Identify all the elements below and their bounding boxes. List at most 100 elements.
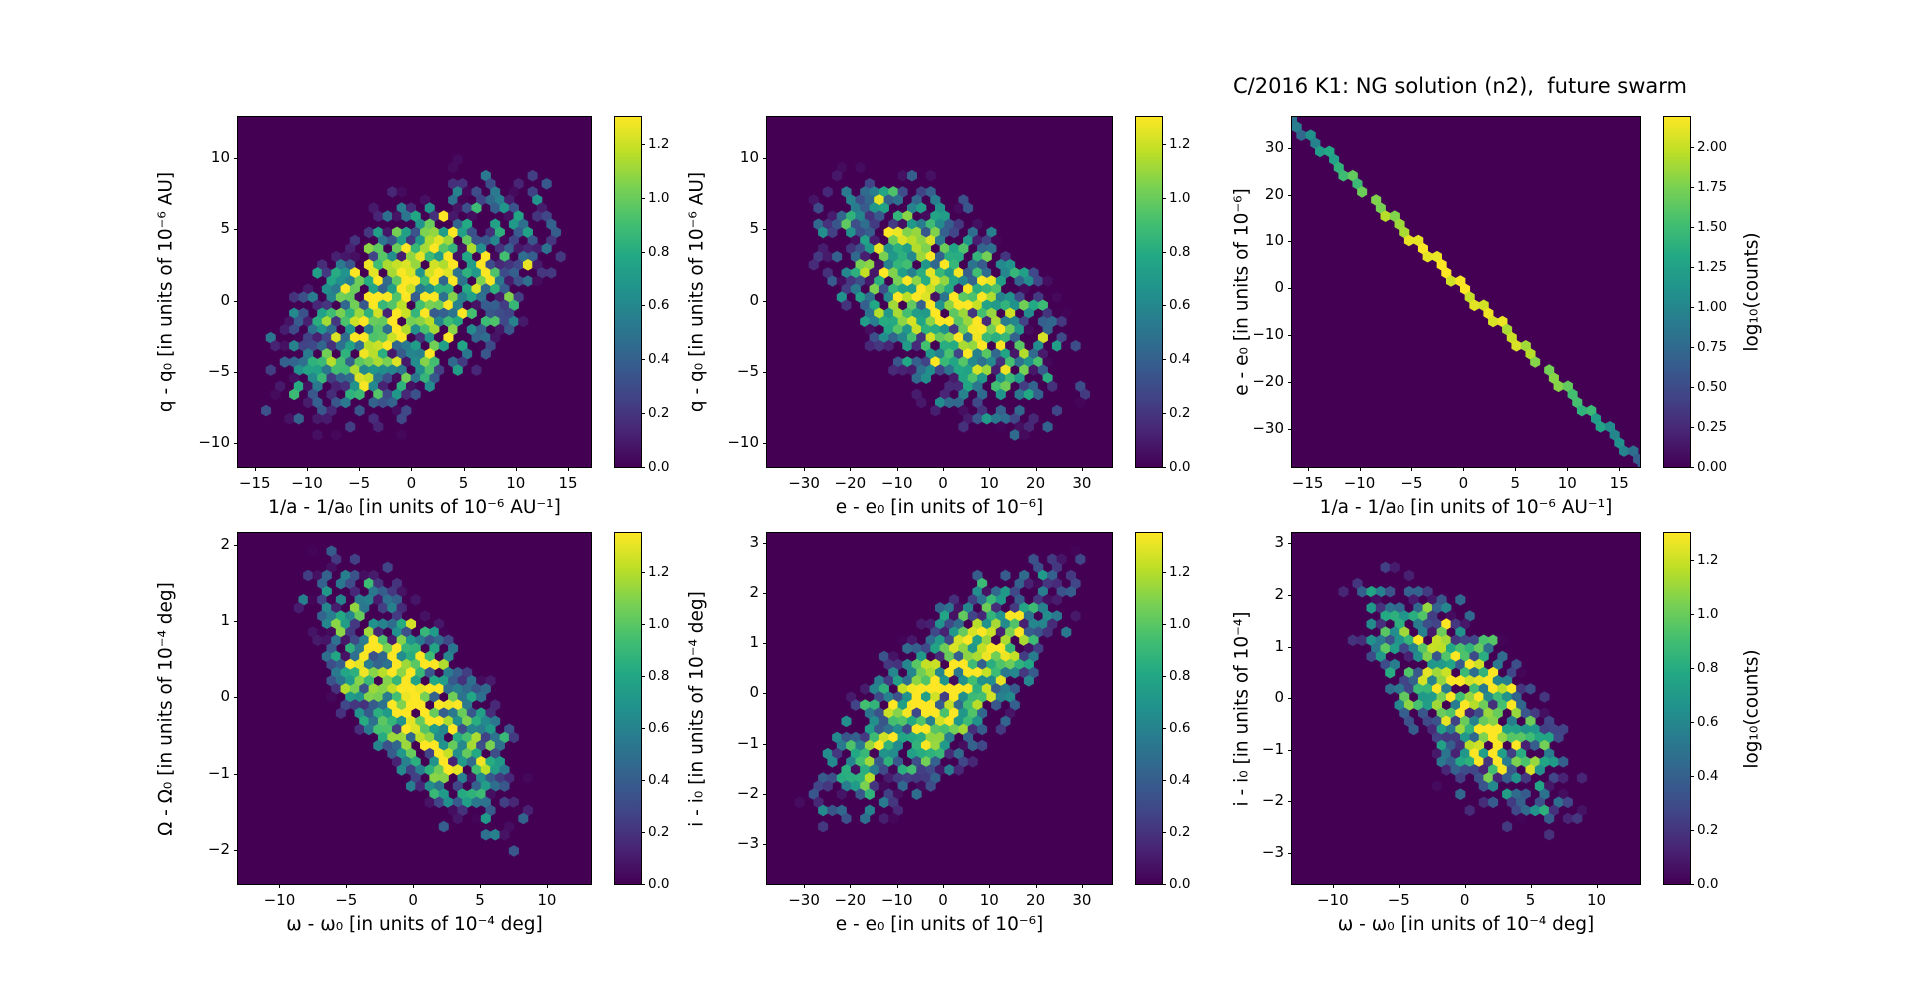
hexbin-plot-e bbox=[766, 532, 1113, 885]
y-tick-label: 1 bbox=[749, 633, 759, 652]
x-tick-label: 5 bbox=[1525, 891, 1536, 909]
x-tickmark bbox=[359, 467, 361, 471]
x-tick-label: 15 bbox=[1609, 474, 1629, 492]
y-tickmark bbox=[763, 158, 767, 160]
colorbar-tickmark bbox=[1690, 387, 1694, 389]
colorbar-tick-label: 0.75 bbox=[1697, 339, 1728, 356]
x-tickmark bbox=[1463, 467, 1465, 471]
x-tickmark bbox=[1398, 884, 1400, 888]
x-tick-label: −5 bbox=[1400, 474, 1423, 492]
y-tick-label: 3 bbox=[1274, 533, 1284, 552]
colorbar bbox=[1663, 532, 1691, 885]
hexbin-plot-b bbox=[766, 116, 1113, 468]
colorbar-tick-label: 1.0 bbox=[1169, 189, 1191, 206]
y-tickmark bbox=[1288, 646, 1292, 648]
colorbar-tick-label: 1.75 bbox=[1697, 179, 1728, 196]
y-tickmark bbox=[763, 543, 767, 545]
colorbar-tick-label: 0.2 bbox=[1169, 405, 1191, 422]
hexbin-plot-c bbox=[1291, 116, 1641, 468]
y-tick-label: −5 bbox=[207, 361, 230, 380]
colorbar-tick-label: 0.0 bbox=[648, 876, 670, 892]
colorbar-tickmark bbox=[1690, 227, 1694, 229]
colorbar-tickmark bbox=[1690, 884, 1694, 885]
colorbar-tickmark bbox=[1162, 728, 1166, 729]
colorbar-tickmark bbox=[1162, 572, 1166, 573]
y-tickmark bbox=[234, 773, 238, 775]
colorbar-tickmark bbox=[1162, 251, 1166, 253]
y-tick-label: 5 bbox=[220, 219, 230, 238]
y-tickmark bbox=[1288, 335, 1292, 337]
x-tickmark bbox=[942, 884, 944, 888]
y-tick-label: −5 bbox=[736, 361, 759, 380]
y-tickmark bbox=[1288, 543, 1292, 545]
y-tickmark bbox=[1288, 147, 1292, 149]
x-tickmark bbox=[942, 467, 944, 471]
x-tickmark bbox=[1081, 467, 1083, 471]
colorbar-tick-label: 0.8 bbox=[1169, 668, 1191, 684]
y-tickmark bbox=[763, 229, 767, 231]
y-tickmark bbox=[763, 793, 767, 795]
x-tick-label: 0 bbox=[408, 891, 418, 909]
colorbar-tick-label: 1.2 bbox=[1697, 552, 1719, 568]
x-tick-label: 30 bbox=[1072, 891, 1092, 909]
x-tick-label: −10 bbox=[263, 891, 296, 909]
y-tickmark bbox=[763, 693, 767, 695]
colorbar-tick-label: 1.25 bbox=[1697, 259, 1728, 276]
y-tick-label: −20 bbox=[1252, 372, 1284, 391]
colorbar-tickmark bbox=[1162, 780, 1166, 781]
y-tick-label: 2 bbox=[220, 535, 230, 554]
y-tick-label: −2 bbox=[736, 783, 759, 802]
x-axis-label: e - e₀ [in units of 10⁻⁶] bbox=[835, 914, 1044, 935]
colorbar-tick-label: 0.2 bbox=[1697, 822, 1719, 838]
x-tick-label: 5 bbox=[475, 891, 485, 909]
y-tickmark bbox=[1288, 288, 1292, 290]
x-tick-label: 10 bbox=[1557, 474, 1577, 492]
y-tickmark bbox=[1288, 853, 1292, 855]
y-tick-label: 10 bbox=[739, 148, 759, 167]
x-tickmark bbox=[515, 467, 517, 471]
x-tick-label: −20 bbox=[834, 891, 867, 909]
colorbar-tickmark bbox=[1162, 413, 1166, 415]
colorbar-tick-label: 0.0 bbox=[1697, 876, 1719, 892]
y-tick-label: −10 bbox=[198, 432, 230, 451]
y-tickmark bbox=[234, 158, 238, 160]
y-tick-label: 0 bbox=[220, 290, 230, 309]
x-tickmark bbox=[1515, 467, 1517, 471]
y-tick-label: 20 bbox=[1264, 184, 1284, 203]
x-tick-label: 0 bbox=[1458, 474, 1469, 492]
x-tickmark bbox=[1081, 884, 1083, 888]
colorbar-tickmark bbox=[641, 780, 645, 781]
x-tick-label: 15 bbox=[558, 474, 578, 492]
x-tick-label: −5 bbox=[348, 474, 371, 492]
x-tickmark bbox=[804, 467, 806, 471]
colorbar-tickmark bbox=[1690, 614, 1694, 615]
colorbar-tick-label: 1.0 bbox=[648, 189, 670, 206]
x-tick-label: 5 bbox=[458, 474, 469, 492]
colorbar-tickmark bbox=[641, 572, 645, 573]
colorbar-tickmark bbox=[1690, 147, 1694, 149]
colorbar-tickmark bbox=[641, 884, 645, 885]
y-tickmark bbox=[234, 229, 238, 231]
colorbar-tick-label: 0.4 bbox=[1697, 768, 1719, 784]
x-tick-label: −10 bbox=[1343, 474, 1376, 492]
colorbar-tickmark bbox=[1690, 776, 1694, 777]
colorbar-tickmark bbox=[1162, 143, 1166, 145]
y-tickmark bbox=[1288, 749, 1292, 751]
y-tick-label: 10 bbox=[1264, 231, 1284, 250]
colorbar-tickmark bbox=[641, 143, 645, 145]
y-tick-label: −2 bbox=[1261, 791, 1284, 810]
colorbar bbox=[1663, 116, 1691, 468]
x-tickmark bbox=[1332, 884, 1334, 888]
x-tickmark bbox=[306, 467, 308, 471]
colorbar-tick-label: 0.2 bbox=[648, 405, 670, 422]
x-tick-label: −30 bbox=[788, 891, 820, 909]
x-tickmark bbox=[1596, 884, 1598, 888]
colorbar-tickmark bbox=[1162, 467, 1166, 468]
y-tickmark bbox=[763, 743, 767, 745]
x-tick-label: −30 bbox=[788, 474, 820, 492]
colorbar-tick-label: 0.4 bbox=[1169, 351, 1191, 368]
colorbar-tickmark bbox=[1690, 307, 1694, 309]
x-tick-label: 10 bbox=[506, 474, 526, 492]
colorbar-tickmark bbox=[641, 359, 645, 361]
colorbar-tick-label: 0.6 bbox=[648, 720, 670, 736]
